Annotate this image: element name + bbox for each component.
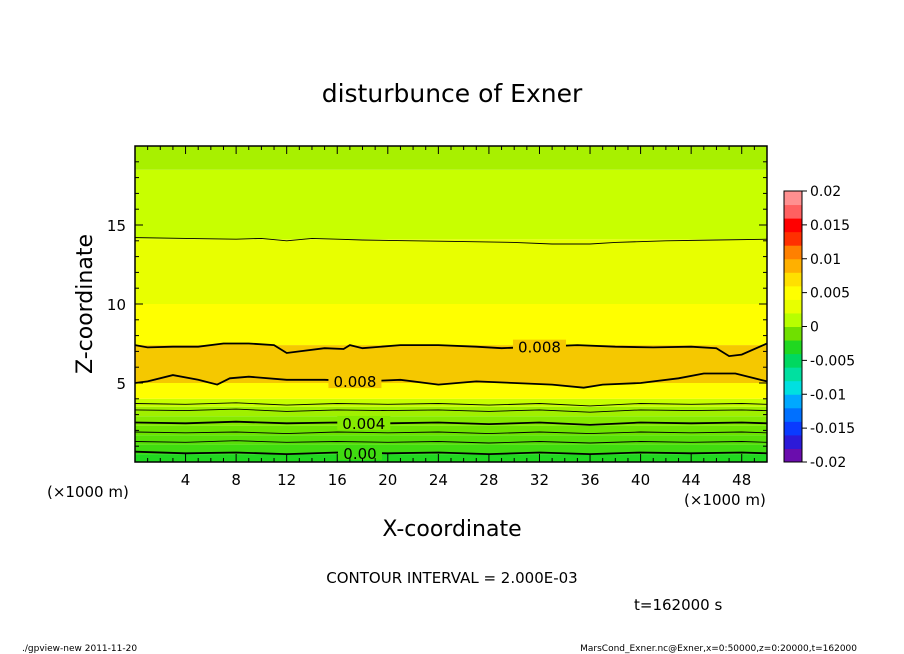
color-band-10 [135,239,767,304]
colorbar-swatch-17 [784,218,802,233]
x-tick-label-16: 16 [328,471,347,489]
contour-line-7 [134,342,768,358]
colorbar-tick-label-7: -0.015 [810,421,855,437]
colorbar-swatch-13 [784,272,802,287]
colorbar-swatch-15 [784,245,802,260]
colorbar-tick-label-4: 0 [810,320,819,336]
contour-line-3 [134,420,768,426]
colorbar-swatch-3 [784,407,802,422]
colorbar-swatch-18 [784,204,802,219]
colorbar-swatch-16 [784,231,802,246]
colorbar-tick-label-1: 0.015 [810,218,850,234]
colorbar-swatch-2 [784,421,802,436]
contour-line-6 [134,372,768,389]
y-tick-label-10: 10 [107,296,126,314]
colorbar-tick-label-3: 0.005 [810,286,850,302]
y-axis-ticks: 5 10 15 [107,161,767,447]
plot-color-bands [135,146,767,462]
colorbar-tick-label-6: -0.01 [810,387,846,403]
contour-label-6: 0.008 [333,373,376,391]
x-tick-label-12: 12 [277,471,296,489]
contour-label-gap-6 [328,374,382,389]
y-tick-label-5: 5 [116,375,126,393]
x-tick-label-28: 28 [479,471,498,489]
footer-program-date: ./gpview-new 2011-11-20 [22,644,137,654]
colorbar-tick-label-5: -0.005 [810,353,855,369]
contour-label-0: 0.00 [343,445,376,463]
contour-line-4 [134,408,768,413]
colorbar-tick-label-2: 0.01 [810,252,841,268]
color-band-1 [135,444,767,455]
x-axis-label: X-coordinate [382,517,521,542]
y-axis-label: Z-coordinate [73,234,98,374]
contour-labels: 0.00 0.004 0.008 0.008 [328,339,566,463]
contour-label-7: 0.008 [518,339,561,357]
x-axis-ticks: 4 8 12 16 20 24 28 32 36 40 44 48 [147,146,755,489]
colorbar-swatch-4 [784,394,802,409]
color-band-4 [135,416,767,426]
x-tick-label-8: 8 [231,471,241,489]
color-band-11 [135,169,767,240]
color-band-7 [135,383,767,399]
x-axis-unit-left: (×1000 m) [47,483,129,501]
x-axis-unit-right: (×1000 m) [684,491,766,509]
colorbar-tick-label-0: 0.02 [810,184,841,200]
contour-line-1 [134,440,768,444]
contour-line-8 [134,237,768,245]
x-tick-label-44: 44 [682,471,701,489]
color-band-2 [135,435,767,445]
x-tick-label-36: 36 [580,471,599,489]
colorbar-swatch-7 [784,353,802,368]
x-tick-label-40: 40 [631,471,650,489]
colorbar-swatch-8 [784,340,802,355]
colorbar [783,190,803,463]
contour-line-0 [134,450,768,456]
x-tick-label-32: 32 [530,471,549,489]
contour-label-gap-0 [337,445,382,460]
contour-line-2 [134,431,768,435]
colorbar-swatch-6 [784,367,802,382]
colorbar-swatch-1 [784,434,802,449]
contour-label-gap-3 [337,415,391,430]
x-tick-label-24: 24 [429,471,448,489]
colorbar-swatch-0 [784,448,802,463]
colorbar-swatch-9 [784,326,802,341]
footer-source: MarsCond_Exner.nc@Exner,x=0:50000,z=0:20… [580,644,857,654]
contour-label-3: 0.004 [342,415,385,433]
color-band-9 [135,304,767,346]
color-band-core [135,343,767,388]
color-band-6 [135,398,767,407]
x-tick-label-4: 4 [181,471,191,489]
y-tick-label-15: 15 [107,217,126,235]
colorbar-swatch-5 [784,380,802,395]
colorbar-swatch-11 [784,299,802,314]
color-band-5 [135,406,767,417]
colorbar-swatch-19 [784,191,802,206]
colorbar-tick-labels: 0.02 0.015 0.01 0.005 0 -0.005 -0.01 -0.015 -0.0… [802,184,855,471]
chart-title: disturbunce of Exner [322,79,583,108]
color-band-12 [135,146,767,170]
colorbar-swatch-12 [784,285,802,300]
contour-line-5 [134,402,768,407]
contour-interval-note: CONTOUR INTERVAL = 2.000E-03 [326,569,577,587]
colorbar-swatch-14 [784,258,802,273]
x-tick-label-48: 48 [732,471,751,489]
contour-label-gap-7 [512,339,566,354]
contour-lines [134,237,768,456]
colorbar-swatch-10 [784,312,802,327]
colorbar-tick-label-8: -0.02 [810,455,846,471]
x-tick-label-20: 20 [378,471,397,489]
color-band-3 [135,425,767,436]
time-annotation: t=162000 s [634,596,722,614]
